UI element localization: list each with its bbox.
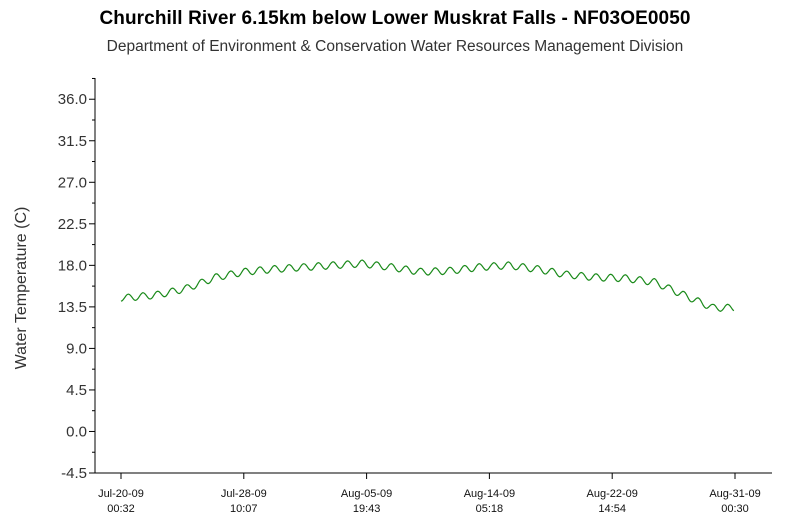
- y-tick-label: 27.0: [58, 174, 87, 191]
- x-tick-time-label: 14:54: [598, 503, 626, 515]
- y-tick-label: 18.0: [58, 257, 87, 274]
- chart-axes: [94, 78, 772, 474]
- y-axis-ticks: 36.0 31.5 27.0 22.5 18.0 13.5 9.0 4.5 0.0 -4.5: [58, 77, 95, 482]
- x-tick-date-label: Jul-28-09: [221, 488, 267, 500]
- x-tick-date-label: Aug-05-09: [341, 488, 392, 500]
- y-tick-label: 9.0: [66, 340, 87, 357]
- y-tick-label: 31.5: [58, 133, 87, 150]
- y-tick-label: 36.0: [58, 91, 87, 108]
- x-tick-time-label: 10:07: [230, 503, 258, 515]
- series-line: [120, 259, 735, 312]
- x-tick-time-label: 00:32: [107, 503, 135, 515]
- y-tick-label: 0.0: [66, 423, 87, 440]
- x-tick-date-label: Aug-14-09: [464, 488, 515, 500]
- y-tick-label: 22.5: [58, 216, 87, 233]
- x-tick-time-label: 05:18: [476, 503, 504, 515]
- y-tick-label: 4.5: [66, 382, 87, 399]
- chart-title: Churchill River 6.15km below Lower Muskr…: [99, 8, 691, 29]
- x-tick-time-label: 00:30: [721, 503, 749, 515]
- series-group: [120, 259, 735, 312]
- chart-subtitle: Department of Environment & Conservation…: [106, 38, 684, 55]
- y-tick-label: -4.5: [61, 465, 87, 482]
- y-tick-label: 13.5: [58, 299, 87, 316]
- x-axis-ticks: Jul-20-09 00:32 Jul-28-09 10:07 Aug-05-09 19:…: [98, 473, 761, 515]
- x-tick-date-label: Aug-22-09: [587, 488, 638, 500]
- x-tick-date-label: Aug-31-09: [709, 488, 760, 500]
- x-tick-time-label: 19:43: [353, 503, 381, 515]
- x-tick-date-label: Jul-20-09: [98, 488, 144, 500]
